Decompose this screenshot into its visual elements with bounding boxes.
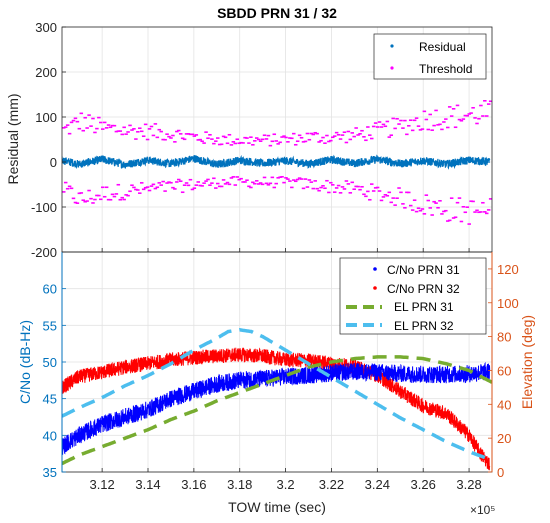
x-axis-multiplier: ×10⁵	[470, 503, 495, 517]
bottom-left-y-tick-label: 45	[43, 392, 57, 407]
bottom-left-y-tick-label: 60	[43, 282, 57, 297]
legend-label-residual: Residual	[419, 40, 466, 54]
top-legend: Residual Threshold	[373, 33, 487, 80]
top-ticks: -200 -100 0 100 200 300	[31, 20, 470, 260]
bottom-right-y-tick-label: 120	[497, 262, 519, 277]
x-tick-label: 3.16	[181, 477, 206, 492]
series-cno-prn-32	[62, 347, 491, 471]
legend-label-threshold: Threshold	[419, 62, 472, 76]
series-threshold	[62, 100, 492, 225]
bottom-series	[62, 328, 492, 471]
bottom-right-y-tick-label: 80	[497, 330, 511, 345]
bottom-left-y-tick-label: 40	[43, 428, 57, 443]
top-y-tick-label: 0	[50, 155, 57, 170]
bottom-left-y-tick-label: 55	[43, 318, 57, 333]
x-axis-label: TOW time (sec)	[228, 499, 326, 515]
top-y-tick-label: 200	[35, 65, 57, 80]
legend-label-el-31: EL PRN 31	[394, 300, 454, 314]
bottom-legend: C/No PRN 31 C/No PRN 32 EL PRN 31 EL PRN…	[339, 257, 487, 335]
x-tick-label: 3.28	[456, 477, 481, 492]
bottom-right-y-tick-label: 40	[497, 397, 511, 412]
bottom-y-axis-label-right: Elevation (deg)	[519, 315, 535, 409]
bottom-y-axis-label-left: C/No (dB-Hz)	[17, 320, 33, 404]
legend-label-cno-32: C/No PRN 32	[387, 282, 460, 296]
legend-label-cno-31: C/No PRN 31	[387, 263, 460, 277]
top-legend-box	[373, 33, 487, 80]
x-tick-label: 3.12	[89, 477, 114, 492]
bottom-right-y-tick-label: 60	[497, 363, 511, 378]
series-el-prn-31	[62, 355, 492, 466]
x-tick-label: 3.14	[135, 477, 160, 492]
legend-marker-cno-31	[373, 267, 377, 271]
x-tick-label: 3.18	[227, 477, 252, 492]
series-el-prn-32	[62, 328, 492, 462]
top-y-tick-label: -100	[31, 200, 57, 215]
bottom-left-y-tick-label: 35	[43, 465, 57, 480]
legend-marker-cno-32	[373, 286, 377, 290]
bottom-right-y-tick-label: 20	[497, 431, 511, 446]
legend-label-el-32: EL PRN 32	[394, 319, 454, 333]
bottom-left-y-tick-label: 50	[43, 355, 57, 370]
legend-marker-threshold	[390, 66, 394, 70]
x-tick-label: 3.2	[277, 477, 295, 492]
top-series	[62, 100, 492, 225]
x-tick-label: 3.22	[319, 477, 344, 492]
legend-marker-residual	[390, 44, 394, 48]
top-y-tick-label: 100	[35, 110, 57, 125]
bottom-right-y-tick-label: 0	[497, 465, 504, 480]
top-y-axis-label: Residual (mm)	[5, 93, 21, 184]
bottom-legend-box	[339, 257, 487, 335]
top-y-tick-label: 300	[35, 20, 57, 35]
bottom-right-y-tick-label: 100	[497, 296, 519, 311]
bottom-ticks: 3.12 3.14 3.16 3.18 3.2 3.22 3.24 3.26 3.28 35 40 4…	[43, 262, 519, 492]
top-y-tick-label: -200	[31, 245, 57, 260]
x-tick-label: 3.24	[365, 477, 390, 492]
series-residual	[62, 154, 491, 170]
x-tick-label: 3.26	[411, 477, 436, 492]
chart-title: SBDD PRN 31 / 32	[217, 5, 337, 21]
